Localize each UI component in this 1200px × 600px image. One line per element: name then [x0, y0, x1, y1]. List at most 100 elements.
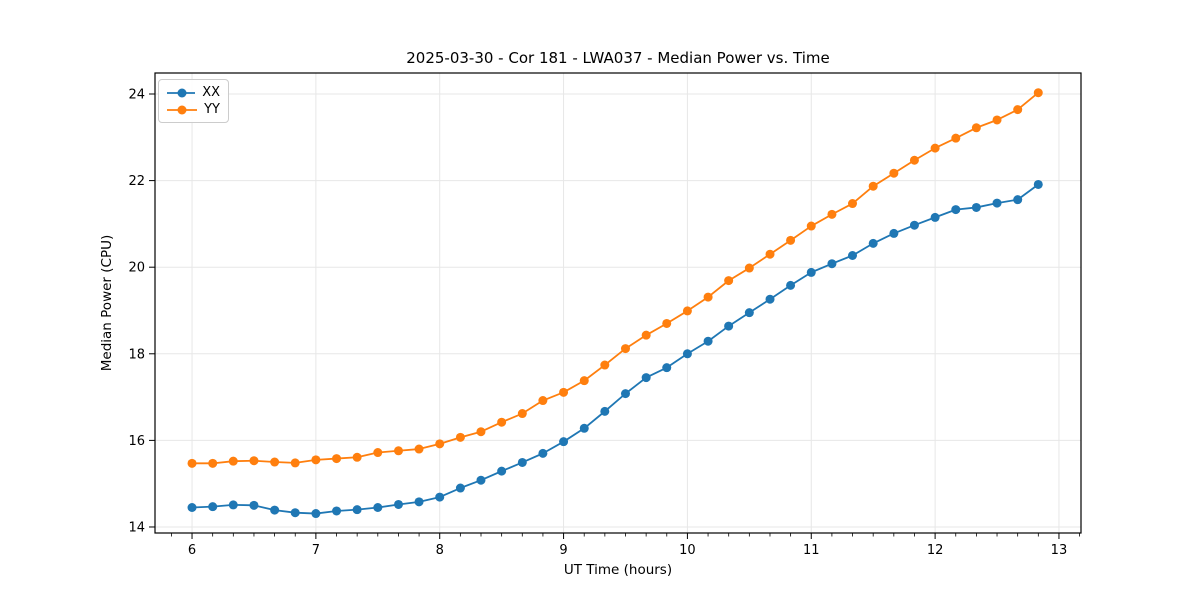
legend-item-yy: YY [166, 101, 220, 118]
series-yy-marker [538, 396, 548, 406]
series-xx-marker [559, 437, 569, 447]
series-yy-marker [744, 263, 754, 273]
series-xx-marker [786, 280, 796, 290]
series-yy-marker [1013, 105, 1023, 115]
series-yy-marker [600, 360, 610, 370]
legend-label-xx: XX [202, 85, 220, 100]
series-yy-marker [393, 446, 403, 456]
series-yy-marker [517, 409, 527, 419]
series-xx-marker [311, 509, 321, 519]
series-xx-marker [208, 502, 218, 512]
x-tick-label: 10 [679, 543, 696, 558]
series-yy-marker [848, 199, 858, 209]
series-xx-marker [682, 349, 692, 359]
series-yy-marker [703, 292, 713, 302]
series-xx-marker [971, 202, 981, 212]
series-xx-marker [435, 492, 445, 502]
series-xx-marker [497, 466, 507, 476]
series-yy-marker [476, 427, 486, 437]
legend-line-yy-icon [167, 105, 197, 114]
series-yy-marker [1033, 88, 1043, 98]
series-yy-marker [682, 306, 692, 316]
series-xx-marker [848, 251, 858, 261]
series-yy-marker [559, 387, 569, 397]
series-xx-marker [1033, 179, 1043, 189]
series-xx-marker [476, 475, 486, 485]
x-tick-label: 7 [312, 543, 320, 558]
series-yy-marker [992, 115, 1002, 125]
series-xx-marker [1013, 195, 1023, 205]
series-xx-marker [765, 294, 775, 304]
series-xx-marker [579, 423, 589, 433]
x-tick-label: 8 [436, 543, 444, 558]
x-tick-label: 12 [927, 543, 944, 558]
series-xx-marker [517, 457, 527, 467]
series-yy-marker [951, 133, 961, 143]
series-yy-marker [579, 376, 589, 386]
x-tick-label: 13 [1051, 543, 1068, 558]
series-yy-marker [930, 143, 940, 153]
series-yy-marker [662, 318, 672, 328]
series-xx-marker [744, 308, 754, 318]
x-tick-label: 11 [803, 543, 820, 558]
series-yy-marker [868, 181, 878, 191]
series-xx-marker [228, 500, 238, 510]
series-xx-marker [641, 373, 651, 383]
y-tick-label: 16 [128, 434, 145, 449]
legend-label-yy: YY [204, 102, 220, 117]
series-xx-marker [373, 502, 383, 512]
series-yy-marker [311, 455, 321, 465]
series-yy-marker [290, 458, 300, 468]
y-tick-label: 20 [128, 261, 145, 276]
series-xx-marker [270, 505, 280, 515]
series-yy-marker [208, 458, 218, 468]
series-xx-marker [414, 497, 424, 507]
series-xx-marker [662, 363, 672, 373]
series-xx-marker [703, 336, 713, 346]
series-xx-marker [992, 198, 1002, 208]
series-yy-marker [435, 439, 445, 449]
series-xx-marker [600, 406, 610, 416]
x-axis-label: UT Time (hours) [563, 562, 673, 578]
series-xx-marker [889, 228, 899, 238]
series-xx-marker [290, 508, 300, 518]
legend-line-xx-icon [167, 88, 196, 97]
legend: XX YY [158, 79, 229, 123]
y-tick-label: 22 [128, 174, 145, 189]
series-yy-marker [414, 444, 424, 454]
y-axis-label: Median Power (CPU) [99, 234, 115, 372]
series-yy-marker [228, 456, 238, 466]
series-xx-marker [455, 483, 465, 493]
series-yy-marker [455, 432, 465, 442]
y-tick-label: 18 [128, 347, 145, 362]
series-yy-marker [249, 456, 259, 466]
series-yy-marker [187, 458, 197, 468]
series-xx-marker [620, 389, 630, 399]
series-xx-marker [909, 220, 919, 230]
series-xx-marker [249, 500, 259, 510]
series-yy-marker [641, 330, 651, 340]
legend-item-xx: XX [166, 84, 220, 101]
series-yy-marker [827, 209, 837, 219]
series-xx-marker [187, 502, 197, 512]
series-xx-marker [724, 321, 734, 331]
series-yy-marker [909, 155, 919, 165]
series-yy-marker [270, 457, 280, 467]
series-yy-marker [786, 235, 796, 245]
axes-spines [154, 72, 1082, 534]
series-yy-marker [497, 417, 507, 427]
series-yy-line [192, 92, 1039, 465]
series-xx-marker [951, 205, 961, 215]
chart-title: 2025-03-30 - Cor 181 - LWA037 - Median P… [406, 49, 830, 67]
series-yy-marker [889, 168, 899, 178]
series-xx-marker [538, 448, 548, 458]
series-yy-marker [765, 249, 775, 259]
series-xx-marker [930, 212, 940, 222]
series-yy-marker [352, 452, 362, 462]
series-xx-marker [332, 506, 342, 516]
series-yy-marker [332, 454, 342, 464]
y-tick-label: 14 [128, 520, 145, 535]
series-xx-marker [806, 267, 816, 277]
series-yy-marker [724, 276, 734, 286]
